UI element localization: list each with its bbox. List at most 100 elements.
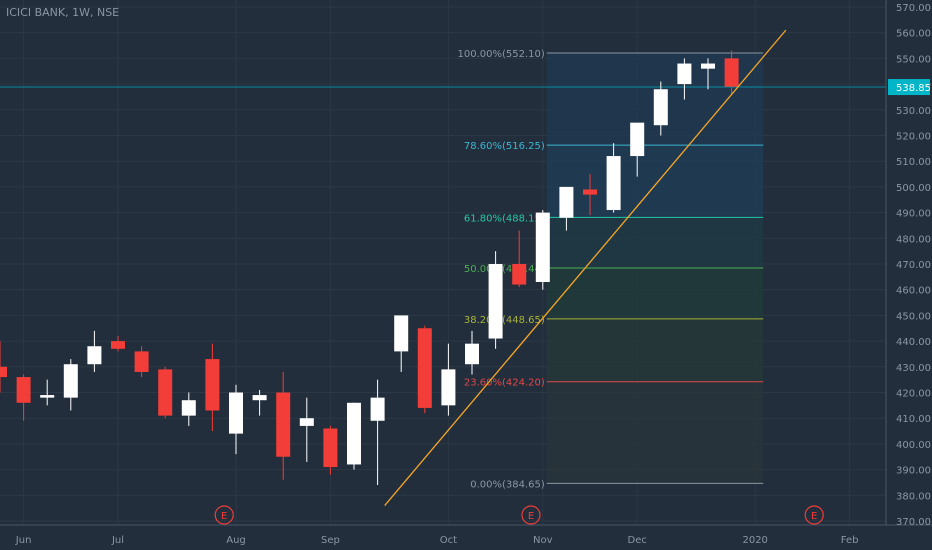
candle-0 [0, 341, 7, 393]
y-tick-label-11: 480.00 [896, 234, 931, 245]
candle-14 [323, 425, 338, 475]
y-tick-label-12: 490.00 [896, 209, 931, 220]
candle-body-7 [158, 369, 173, 416]
y-tick-label-0: 370.00 [896, 517, 931, 528]
candle-body-6 [134, 351, 149, 372]
candle-7 [158, 366, 173, 419]
candle-3 [63, 359, 78, 411]
candle-body-2 [40, 395, 55, 398]
y-tick-label-15: 520.00 [896, 132, 931, 143]
earnings-marker-0 [214, 505, 234, 525]
candle-21 [488, 251, 503, 349]
candle-body-25 [583, 189, 597, 195]
candle-body-0 [0, 366, 7, 378]
candle-body-1 [16, 377, 31, 403]
candle-body-23 [535, 212, 550, 282]
chart-title: ICICI BANK, 1W, NSE [6, 6, 120, 19]
candle-13 [299, 397, 314, 462]
earnings-marker-1 [521, 505, 541, 525]
candle-24 [559, 186, 574, 231]
y-tick-label-8: 450.00 [896, 311, 931, 322]
candle-body-16 [370, 397, 385, 421]
candle-26 [606, 143, 621, 213]
y-tick-label-1: 380.00 [896, 491, 931, 502]
trendline [384, 29, 787, 506]
fib-level-label-4: 38.20%(448.65) [464, 315, 545, 326]
x-tick-label-3: Sep [321, 535, 340, 546]
x-tick-label-7: 2020 [742, 535, 767, 546]
x-tick-label-1: Jul [111, 535, 124, 546]
y-tick-label-2: 390.00 [896, 466, 931, 477]
candle-16 [370, 379, 385, 486]
y-tick-label-13: 500.00 [896, 183, 931, 194]
candle-2 [40, 379, 55, 406]
candle-28 [653, 81, 668, 136]
fib-level-label-3: 50.00%(468.44) [464, 264, 545, 275]
fib-zone-1 [546, 145, 764, 218]
candle-body-11 [252, 395, 267, 401]
candle-22 [512, 230, 527, 288]
candle-body-21 [488, 264, 503, 339]
earnings-marker-label-1: E [528, 511, 534, 522]
candle-19 [441, 343, 456, 416]
fib-zone-2 [546, 217, 764, 269]
candle-10 [229, 384, 243, 455]
candle-body-27 [630, 122, 645, 157]
earnings-marker-label-0: E [221, 511, 227, 522]
candle-body-17 [394, 315, 409, 352]
candle-body-8 [181, 400, 196, 416]
y-tick-label-3: 400.00 [896, 440, 931, 451]
fib-zone-4 [546, 318, 764, 382]
candle-body-31 [724, 58, 739, 87]
candle-body-12 [276, 392, 291, 457]
x-tick-label-5: Nov [533, 535, 553, 546]
candle-body-10 [229, 392, 243, 434]
candle-body-5 [111, 341, 125, 349]
candle-body-29 [677, 63, 692, 85]
candle-body-19 [441, 369, 456, 406]
candle-11 [252, 389, 267, 416]
candle-body-3 [63, 364, 78, 398]
x-tick-label-8: Feb [841, 535, 859, 546]
candle-body-24 [559, 186, 574, 218]
fib-zone-5 [546, 381, 764, 484]
candle-8 [181, 392, 196, 426]
candle-body-4 [87, 346, 102, 365]
y-tick-label-9: 460.00 [896, 286, 931, 297]
candle-17 [394, 315, 409, 372]
candle-body-30 [701, 63, 715, 69]
candle-body-26 [606, 156, 621, 211]
last-price-label: 538.85 [896, 83, 931, 94]
x-tick-label-2: Aug [226, 535, 246, 546]
candle-20 [465, 330, 479, 375]
fib-zone-3 [546, 268, 764, 319]
y-tick-label-14: 510.00 [896, 157, 931, 168]
fib-level-label-1: 78.60%(516.25) [464, 141, 545, 152]
candle-body-22 [512, 264, 527, 285]
candle-body-28 [653, 89, 668, 126]
fib-level-label-5: 23.60%(424.20) [464, 378, 545, 389]
earnings-marker-2 [804, 505, 824, 525]
y-tick-label-10: 470.00 [896, 260, 931, 271]
candle-31 [724, 50, 739, 95]
candle-4 [87, 330, 102, 372]
fib-level-label-0: 100.00%(552.10) [458, 49, 545, 60]
candle-30 [701, 58, 715, 90]
candle-6 [134, 346, 149, 378]
candle-5 [111, 335, 125, 352]
candle-body-15 [347, 402, 361, 465]
y-tick-label-7: 440.00 [896, 337, 931, 348]
candle-23 [535, 210, 550, 290]
time-axis-bg [0, 525, 932, 550]
y-tick-label-19: 560.00 [896, 29, 931, 40]
y-tick-label-4: 410.00 [896, 414, 931, 425]
fib-level-label-2: 61.80%(488.15) [464, 213, 545, 224]
candle-body-18 [417, 328, 432, 408]
candle-body-20 [465, 343, 479, 365]
y-tick-label-6: 430.00 [896, 363, 931, 374]
x-tick-label-0: Jun [15, 535, 32, 546]
candle-1 [16, 374, 31, 421]
candle-25 [583, 174, 597, 216]
x-tick-label-4: Oct [440, 535, 457, 546]
